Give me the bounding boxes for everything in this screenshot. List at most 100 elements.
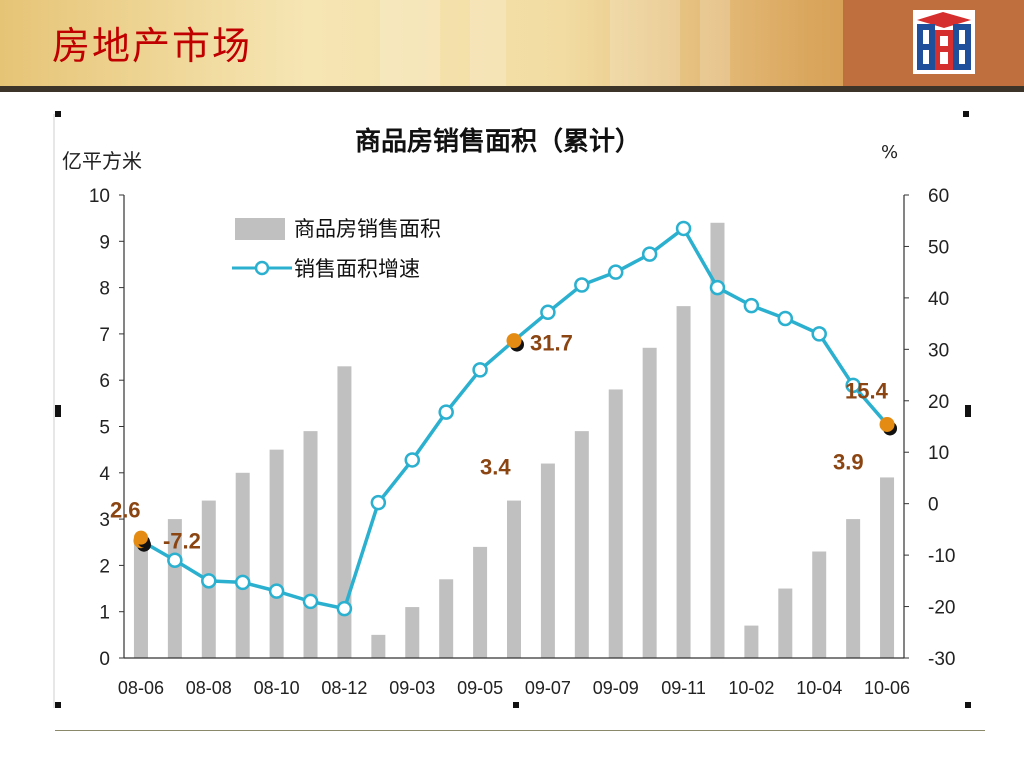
highlight-marker-10-06 <box>879 416 895 432</box>
data-label: 3.9 <box>833 449 864 474</box>
left-axis-tick-label: 4 <box>99 464 110 485</box>
left-axis-tick-label: 3 <box>99 510 110 531</box>
x-tick-label: 08-08 <box>186 678 232 698</box>
line-marker-08-07 <box>167 552 183 569</box>
bar-09-03 <box>405 607 420 658</box>
corner-handle <box>55 702 61 708</box>
line-marker-10-03 <box>777 310 794 327</box>
bar-08-11 <box>303 431 318 658</box>
bar-09-09 <box>608 389 623 658</box>
legend-bar-swatch <box>235 218 285 240</box>
legend: 商品房销售面积 销售面积增速 <box>232 217 441 281</box>
right-axis-tick-label: 30 <box>928 340 949 361</box>
bar-08-09 <box>235 472 250 658</box>
data-label: 3.4 <box>480 455 511 480</box>
left-axis-tick-label: 0 <box>99 649 110 670</box>
legend-bar-label: 商品房销售面积 <box>294 217 441 241</box>
left-axis-unit: 亿平方米 <box>62 149 142 173</box>
right-axis-unit: % <box>881 142 898 163</box>
line-marker-09-12 <box>709 279 726 296</box>
bar-08-12 <box>337 366 352 658</box>
left-axis-tick-label: 1 <box>99 603 110 624</box>
left-axis-tick-label: 7 <box>99 325 110 346</box>
x-tick-label: 09-09 <box>593 678 639 698</box>
bar-09-10 <box>642 347 657 658</box>
legend-line-label: 销售面积增速 <box>294 257 420 281</box>
line-marker-08-08 <box>201 573 217 589</box>
line-series <box>133 220 898 617</box>
bar-09-05 <box>473 546 488 658</box>
line-marker-09-08 <box>574 277 590 293</box>
right-axis-tick-label: 50 <box>928 237 949 258</box>
bar-10-02 <box>744 625 759 658</box>
corner-handle <box>55 111 61 117</box>
data-label: 15.4 <box>845 378 889 403</box>
left-axis-tick-label: 10 <box>89 186 110 207</box>
bar-10-04 <box>812 551 827 658</box>
line-marker-09-05 <box>472 362 488 378</box>
x-tick-label: 08-06 <box>118 678 164 698</box>
corner-handle <box>965 702 971 708</box>
right-axis-tick-label: 40 <box>928 289 949 310</box>
bar-09-02 <box>371 634 386 658</box>
x-tick-label: 10-02 <box>728 678 774 698</box>
right-axis-tick-label: 10 <box>928 443 949 464</box>
right-axis-tick-label: -20 <box>928 598 955 619</box>
right-axis-tick-label: 0 <box>928 495 939 516</box>
highlight-marker-09-06 <box>506 333 522 349</box>
bar-08-06 <box>133 537 148 658</box>
company-logo-icon <box>913 10 975 74</box>
header-divider <box>0 86 1024 92</box>
line-marker-08-09 <box>234 574 251 591</box>
line-marker-10-04 <box>811 326 827 342</box>
edge-handle <box>965 405 971 417</box>
left-axis-tick-label: 9 <box>99 232 110 253</box>
left-axis-tick-label: 5 <box>99 418 110 439</box>
left-axis-tick-label: 8 <box>99 279 110 300</box>
line-marker-09-11 <box>675 220 692 237</box>
bar-10-03 <box>778 588 793 658</box>
corner-handle <box>963 111 969 117</box>
x-axis: 08-06 08-08 08-10 08-12 09-03 09-05 09-07 09-09… <box>118 657 910 698</box>
x-tick-label: 09-07 <box>525 678 571 698</box>
left-axis-tick-label: 2 <box>99 556 110 577</box>
legend-line-marker <box>254 260 270 276</box>
chart-title: 商品房销售面积（累计） <box>355 126 641 157</box>
bar-09-06 <box>507 500 521 658</box>
line-marker-09-02 <box>370 494 387 511</box>
bar-09-11 <box>676 306 691 658</box>
data-label: -7.2 <box>163 529 201 554</box>
x-tick-label: 09-03 <box>389 678 435 698</box>
edge-handle <box>513 702 519 708</box>
data-label: 31.7 <box>530 331 573 356</box>
line-marker-09-04 <box>438 404 454 420</box>
line-marker-09-07 <box>540 304 556 321</box>
bar-09-12 <box>710 222 725 658</box>
line-marker-09-03 <box>404 452 421 468</box>
edge-handle <box>55 405 61 417</box>
line-marker-10-02 <box>743 297 760 314</box>
annotations: 2.6 -7.2 3.4 31.7 3.9 15.4 <box>110 331 889 554</box>
x-tick-label: 08-12 <box>321 678 367 698</box>
right-axis-tick-label: 60 <box>928 186 949 207</box>
right-axis-tick-label: -30 <box>928 649 955 670</box>
bar-10-06 <box>880 477 895 658</box>
line-marker-08-12 <box>336 600 353 617</box>
bar-10-05 <box>846 519 861 658</box>
x-tick-label: 10-06 <box>864 678 910 698</box>
line-marker-08-11 <box>302 593 319 610</box>
left-axis-tick-label: 6 <box>99 371 110 392</box>
line-marker-09-09 <box>607 264 624 280</box>
line-marker-10-05 <box>845 377 861 394</box>
x-tick-label: 09-11 <box>661 678 706 698</box>
slide-title: 房地产市场 <box>52 24 253 68</box>
data-label: 2.6 <box>110 498 141 523</box>
bar-09-04 <box>439 579 454 658</box>
bar-09-07 <box>540 463 555 658</box>
footer-rule <box>55 730 985 731</box>
line-marker-08-10 <box>268 583 285 599</box>
bar-highlight-marker <box>133 530 148 545</box>
right-axis: 60 50 40 30 20 10 0 -10 -20 -30 <box>903 186 955 670</box>
